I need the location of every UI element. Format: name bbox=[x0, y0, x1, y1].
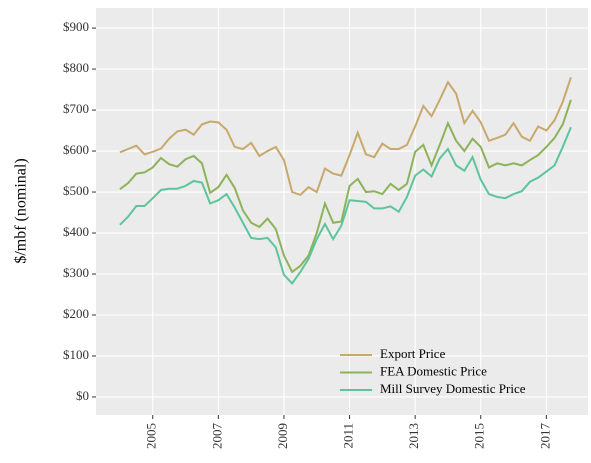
x-tick-label: 2011 bbox=[341, 423, 356, 449]
plot-panel bbox=[96, 8, 588, 415]
y-tick-label: $0 bbox=[76, 388, 89, 403]
series-line bbox=[119, 76, 572, 197]
y-tick-label: $700 bbox=[63, 101, 89, 116]
series-line bbox=[119, 126, 572, 285]
y-tick-label: $400 bbox=[63, 224, 89, 239]
x-tick-label: 2007 bbox=[209, 423, 224, 450]
x-tick-label: 2005 bbox=[144, 423, 159, 449]
x-tick-label: 2013 bbox=[406, 423, 421, 449]
y-axis-title: $/mbf (nominal) bbox=[13, 158, 30, 263]
y-tick-label: $500 bbox=[63, 183, 89, 198]
y-tick-label: $900 bbox=[63, 19, 89, 34]
x-tick-label: 2015 bbox=[472, 423, 487, 449]
legend-label: FEA Domestic Price bbox=[380, 363, 487, 378]
x-tick-label: 2017 bbox=[537, 423, 552, 450]
y-tick-label: $100 bbox=[63, 347, 89, 362]
y-tick-label: $200 bbox=[63, 306, 89, 321]
y-tick-label: $800 bbox=[63, 60, 89, 75]
y-tick-label: $600 bbox=[63, 142, 89, 157]
y-tick-label: $300 bbox=[63, 265, 89, 280]
legend-label: Export Price bbox=[380, 346, 446, 361]
legend-label: Mill Survey Domestic Price bbox=[380, 381, 526, 396]
x-tick-label: 2009 bbox=[275, 423, 290, 449]
series-line bbox=[119, 99, 572, 274]
